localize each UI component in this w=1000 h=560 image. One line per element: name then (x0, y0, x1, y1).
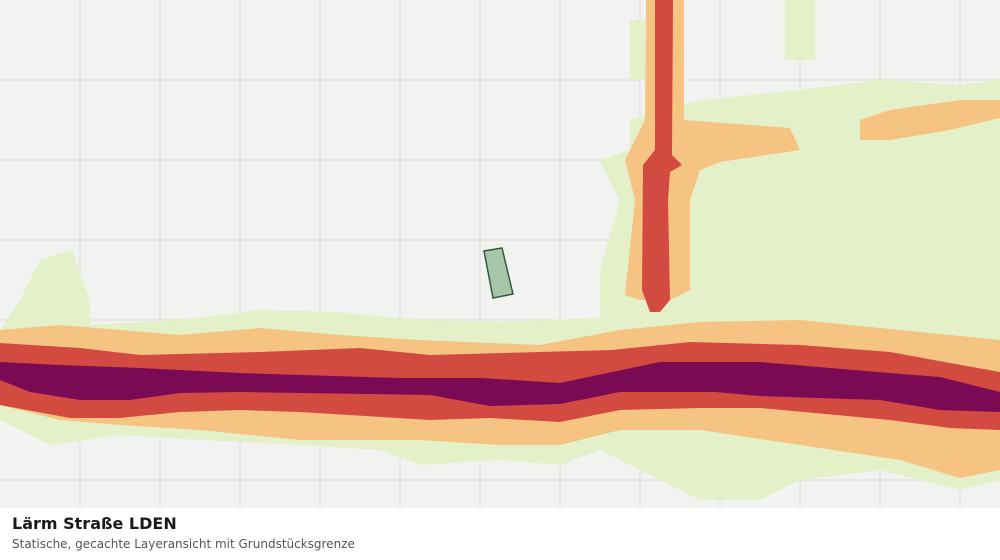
layer-subtitle: Statische, gecachte Layeransicht mit Gru… (12, 537, 355, 551)
noise-zone-very-high (0, 362, 1000, 412)
parcel-boundary[interactable] (483, 247, 514, 299)
noise-zone-high (642, 0, 682, 312)
noise-zone-mid (860, 100, 1000, 140)
noise-layer (0, 0, 1000, 500)
layer-title: Lärm Straße LDEN (12, 514, 177, 533)
map (0, 0, 1000, 508)
noise-zone-low (785, 0, 815, 60)
noise-zone-low (630, 20, 645, 80)
info-panel: Lärm Straße LDEN Statische, gecachte Lay… (0, 508, 1000, 560)
